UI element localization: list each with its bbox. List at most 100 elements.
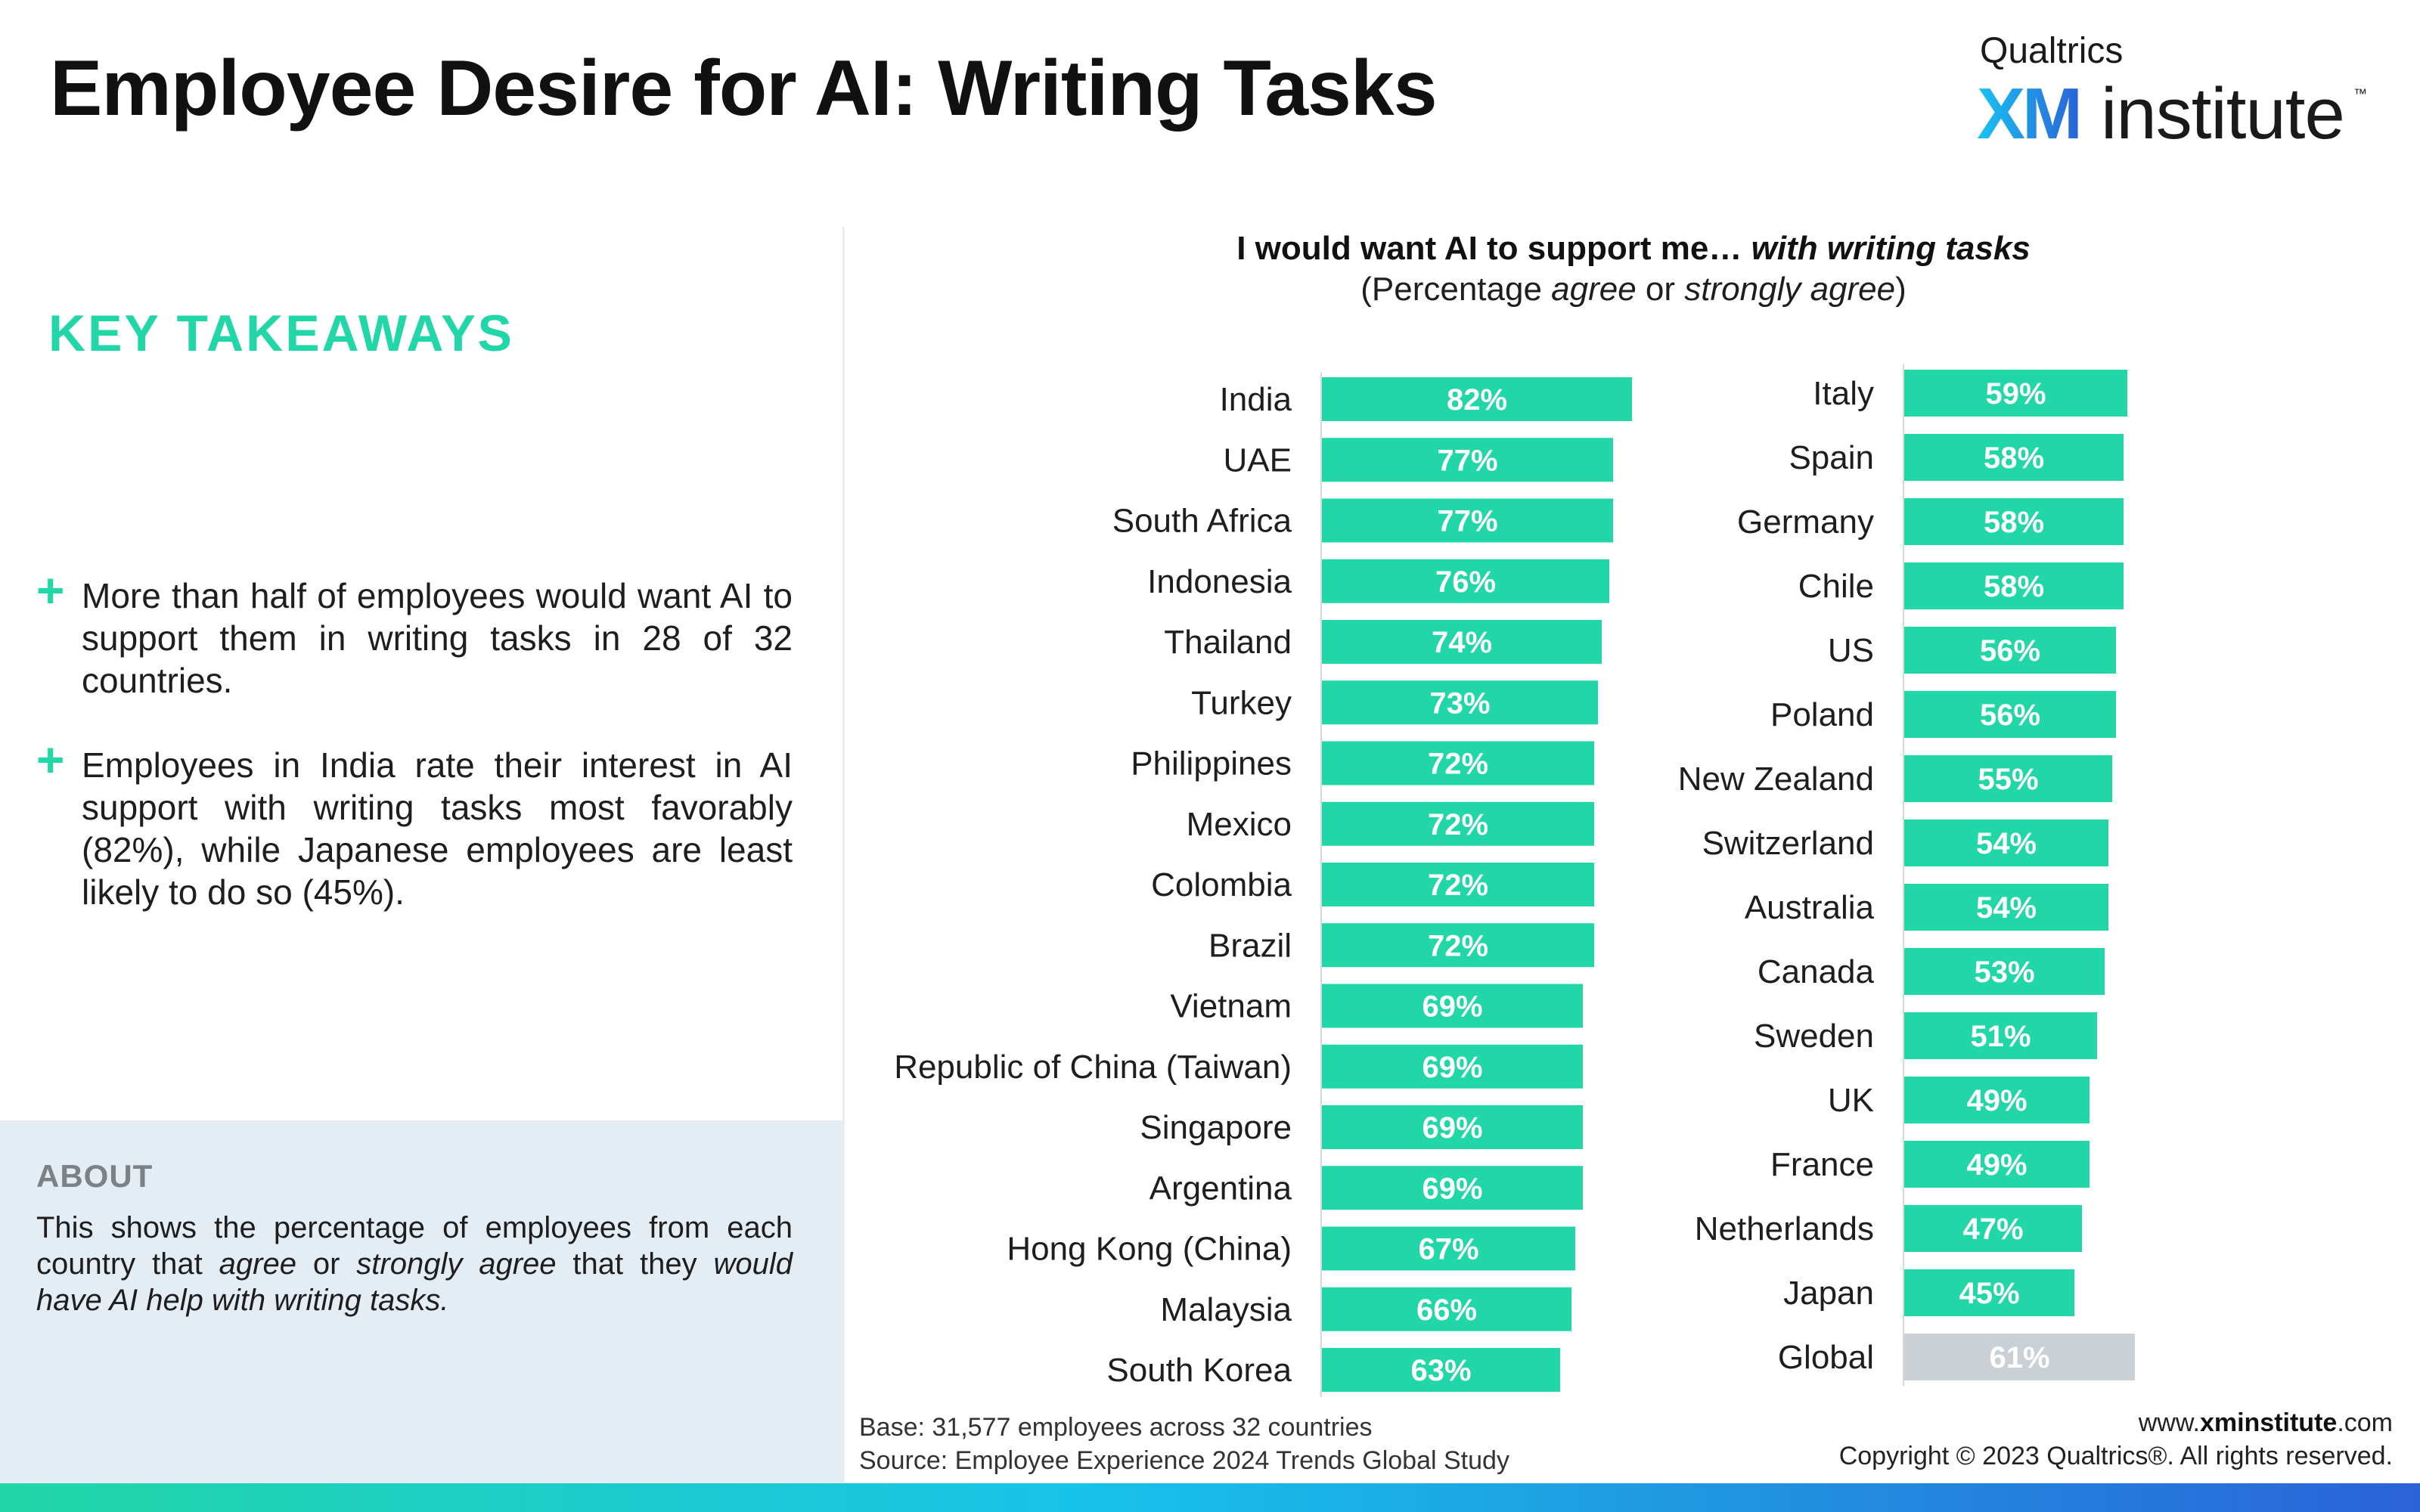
data-label: 59% (1985, 377, 2046, 411)
category-label: Mexico (1187, 806, 1292, 843)
about-text-part: or (296, 1247, 357, 1281)
bar-indonesia (1322, 559, 1609, 603)
key-takeaways-list: + More than half of employees would want… (36, 563, 793, 956)
bar-spain (1904, 434, 2124, 481)
chart-subtitle-part: (Percentage (1360, 271, 1552, 308)
bar-uk (1904, 1077, 2090, 1123)
category-label: Republic of China (Taiwan) (894, 1049, 1292, 1086)
category-label: UK (1828, 1082, 1874, 1119)
about-text-emphasis: agree (219, 1247, 296, 1281)
about-text: This shows the percentage of employees f… (36, 1210, 793, 1318)
page-title: Employee Desire for AI: Writing Tasks (50, 45, 1438, 132)
category-label: Thailand (1164, 624, 1292, 661)
data-label: 54% (1976, 827, 2037, 860)
chart-title-part: I would want AI to support me… (1236, 230, 1751, 267)
data-label: 77% (1437, 444, 1497, 477)
data-label: 73% (1429, 686, 1490, 720)
bar-japan (1904, 1269, 2074, 1316)
category-label: Spain (1789, 439, 1874, 476)
logo-trademark: ™ (2353, 86, 2367, 101)
chart-footnote: Base: 31,577 employees across 32 countri… (859, 1411, 1509, 1477)
website-link-part: xminstitute (2199, 1408, 2338, 1437)
data-label: 66% (1416, 1294, 1477, 1327)
chart-subtitle-part: ) (1895, 271, 1907, 308)
bar-new-zealand (1904, 755, 2112, 802)
about-text-emphasis: strongly agree (356, 1247, 557, 1281)
logo-xm-text: XM (1977, 73, 2083, 154)
bar-canada (1904, 948, 2105, 995)
chart-subtitle-part: or (1636, 271, 1685, 308)
data-label: 77% (1437, 505, 1497, 538)
data-label: 76% (1435, 565, 1496, 599)
plus-icon: + (36, 563, 65, 618)
category-label: South Korea (1106, 1352, 1292, 1389)
bar-italy (1904, 370, 2127, 417)
category-label: Brazil (1208, 927, 1292, 964)
data-label: 69% (1422, 1172, 1482, 1205)
data-label: 58% (1984, 570, 2044, 603)
takeaway-item: + Employees in India rate their interest… (36, 733, 793, 913)
bar-india (1322, 377, 1632, 421)
xm-institute-logo: Qualtrics XM institute ™ (1977, 30, 2370, 154)
bar-us (1904, 627, 2116, 674)
bar-switzerland (1904, 820, 2108, 866)
data-label: 53% (1974, 956, 2034, 989)
panel-divider (842, 227, 845, 1482)
data-label: 55% (1978, 763, 2038, 796)
bar-south-korea (1322, 1348, 1560, 1392)
data-label: 58% (1984, 442, 2044, 475)
about-text-part: that they (556, 1247, 714, 1281)
about-heading: ABOUT (36, 1158, 154, 1194)
website-link-part: www. (2138, 1408, 2200, 1437)
bar-australia (1904, 884, 2108, 931)
bar-germany (1904, 498, 2124, 545)
bar-chile (1904, 562, 2124, 609)
data-label: 56% (1980, 699, 2040, 732)
data-label: 58% (1984, 506, 2044, 539)
chart-title: I would want AI to support me… with writ… (1119, 230, 2148, 268)
website-link[interactable]: www.xminstitute.com (1839, 1406, 2393, 1439)
bar-brazil (1322, 923, 1594, 968)
bar-chart: India 82% UAE 77% South Africa 77% Indonesia 76… (894, 364, 2135, 1398)
bar-vietnam (1322, 984, 1583, 1028)
about-text-part: This shows the percentage of employees f… (36, 1211, 793, 1281)
category-label: Argentina (1150, 1170, 1292, 1207)
data-label: 72% (1428, 748, 1488, 781)
category-label: Netherlands (1695, 1210, 1874, 1247)
plus-icon: + (36, 733, 65, 787)
about-panel (0, 1120, 844, 1483)
category-label: Australia (1745, 889, 1875, 926)
bar-global (1904, 1334, 2135, 1380)
chart-subtitle-emphasis: strongly agree (1684, 271, 1896, 308)
category-label: Indonesia (1147, 563, 1292, 600)
data-label: 67% (1418, 1233, 1478, 1266)
category-label: Switzerland (1702, 825, 1874, 862)
bar-republic-of-china-taiwan- (1322, 1044, 1583, 1089)
base-note: Base: 31,577 employees across 32 countri… (859, 1413, 1373, 1442)
data-label: 45% (1959, 1277, 2019, 1310)
data-label: 82% (1447, 383, 1507, 417)
website-link-part: .com (2337, 1408, 2393, 1437)
bar-poland (1904, 691, 2116, 738)
category-label: Italy (1813, 375, 1874, 412)
brand-gradient-bar (0, 1483, 2420, 1512)
data-label: 61% (1989, 1341, 2049, 1374)
logo-institute-text: institute (2101, 73, 2345, 154)
category-label: Canada (1758, 953, 1875, 990)
bar-uae (1322, 438, 1613, 482)
site-footer: www.xminstitute.com Copyright © 2023 Qua… (1839, 1406, 2393, 1473)
takeaway-item: + More than half of employees would want… (36, 563, 793, 702)
bar-thailand (1322, 620, 1602, 664)
data-label: 69% (1422, 1111, 1482, 1145)
category-label: Philippines (1131, 745, 1292, 782)
data-label: 72% (1428, 869, 1488, 902)
data-label: 49% (1966, 1084, 2027, 1117)
source-note: Source: Employee Experience 2024 Trends … (859, 1446, 1509, 1475)
bar-turkey (1322, 680, 1598, 725)
category-label: Turkey (1191, 684, 1292, 721)
bar-singapore (1322, 1105, 1583, 1149)
bar-hong-kong-china- (1322, 1226, 1575, 1271)
category-label: Germany (1737, 503, 1874, 541)
data-label: 47% (1962, 1213, 2023, 1246)
data-label: 56% (1980, 634, 2040, 668)
